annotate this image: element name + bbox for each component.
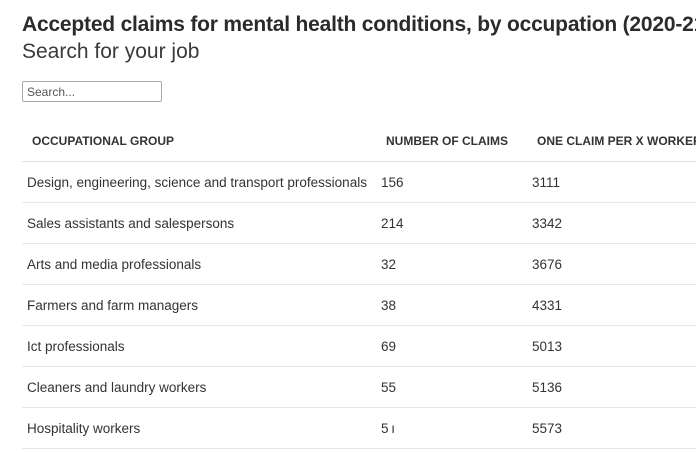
cell-one-claim-per-x-workers: 3342: [532, 202, 696, 244]
table-header-row: OCCUPATIONAL GROUP NUMBER OF CLAIMS ONE …: [22, 120, 696, 162]
cell-one-claim-per-x-workers: 3111: [532, 161, 696, 203]
cell-occupational-group: Cleaners and laundry workers: [22, 366, 381, 408]
cell-number-of-claims: 32: [381, 243, 532, 285]
page-subtitle: Search for your job: [22, 40, 200, 63]
cell-number-of-claims: 156: [381, 161, 532, 203]
table-row: Cleaners and laundry workers 55 5136: [22, 366, 696, 408]
table-row: Sales assistants and salespersons 214 33…: [22, 202, 696, 244]
table-row: Farmers and farm managers 38 4331: [22, 284, 696, 326]
cell-occupational-group: Farmers and farm managers: [22, 284, 381, 326]
cell-occupational-group: Ict professionals: [22, 325, 381, 367]
cell-number-of-claims: 38: [381, 284, 532, 326]
cell-number-of-claims: 5 ı: [381, 407, 532, 449]
table-row: Ict professionals 69 5013: [22, 325, 696, 367]
column-header-occupational-group[interactable]: OCCUPATIONAL GROUP: [22, 120, 381, 162]
cell-occupational-group: Sales assistants and salespersons: [22, 202, 381, 244]
claims-table: OCCUPATIONAL GROUP NUMBER OF CLAIMS ONE …: [22, 120, 696, 449]
table-row: Hospitality workers 5 ı 5573: [22, 407, 696, 449]
table-row: Design, engineering, science and transpo…: [22, 161, 696, 203]
cell-occupational-group: Hospitality workers: [22, 407, 381, 449]
cell-number-of-claims: 69: [381, 325, 532, 367]
cell-one-claim-per-x-workers: 5573: [532, 407, 696, 449]
page-title: Accepted claims for mental health condit…: [22, 13, 696, 36]
cell-occupational-group: Arts and media professionals: [22, 243, 381, 285]
column-header-number-of-claims[interactable]: NUMBER OF CLAIMS: [381, 120, 532, 162]
cell-number-of-claims: 214: [381, 202, 532, 244]
cell-one-claim-per-x-workers: 3676: [532, 243, 696, 285]
column-header-one-claim-per-x-workers[interactable]: ONE CLAIM PER X WORKERS: [532, 120, 696, 162]
cell-number-of-claims: 55: [381, 366, 532, 408]
cell-occupational-group: Design, engineering, science and transpo…: [22, 161, 381, 203]
cell-one-claim-per-x-workers: 4331: [532, 284, 696, 326]
cell-one-claim-per-x-workers: 5013: [532, 325, 696, 367]
cell-one-claim-per-x-workers: 5136: [532, 366, 696, 408]
table-row: Arts and media professionals 32 3676: [22, 243, 696, 285]
search-input[interactable]: [22, 81, 162, 102]
